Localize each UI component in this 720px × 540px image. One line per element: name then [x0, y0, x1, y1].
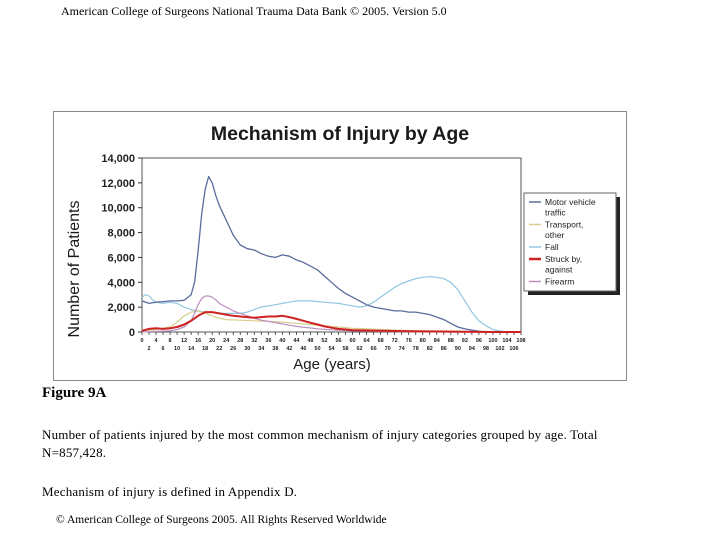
- x-tick-label: 100: [488, 338, 497, 344]
- x-tick-label: 66: [371, 346, 377, 352]
- legend-entry-line: Struck by,: [545, 254, 582, 264]
- legend-entry-line: traffic: [545, 208, 566, 218]
- x-tick-label: 70: [385, 346, 391, 352]
- x-tick-label: 88: [448, 338, 454, 344]
- y-tick-label: 10,000: [101, 203, 135, 215]
- y-tick-label: 6,000: [107, 252, 135, 264]
- x-tick-label: 58: [342, 346, 348, 352]
- legend-entry: Firearm: [545, 277, 574, 287]
- legend-entry-line: Motor vehicle: [545, 197, 596, 207]
- x-tick-label: 0: [140, 338, 143, 344]
- legend-entry-line: against: [545, 265, 573, 275]
- x-tick-label: 54: [328, 346, 335, 352]
- legend-entry: Motor vehicle traffic: [545, 197, 596, 218]
- x-tick-label: 90: [455, 346, 461, 352]
- x-tick-label: 44: [293, 338, 300, 344]
- x-tick-label: 24: [223, 338, 230, 344]
- x-tick-label: 28: [237, 338, 243, 344]
- x-tick-label: 16: [195, 338, 201, 344]
- series-line: [141, 311, 521, 333]
- y-tick-label: 0: [129, 327, 135, 339]
- x-tick-label: 46: [300, 346, 306, 352]
- y-axis-label: Number of Patients: [66, 201, 83, 338]
- x-tick-label: 2: [147, 346, 150, 352]
- y-tick-label: 2,000: [107, 302, 135, 314]
- x-tick-label: 32: [251, 338, 257, 344]
- x-tick-label: 62: [357, 346, 363, 352]
- series-line: [141, 276, 522, 333]
- x-tick-label: 68: [378, 338, 384, 344]
- x-tick-label: 96: [476, 338, 482, 344]
- x-tick-label: 84: [434, 338, 441, 344]
- x-tick-label: 10: [174, 346, 180, 352]
- x-tick-label: 52: [321, 338, 327, 344]
- x-tick-label: 60: [349, 338, 355, 344]
- x-tick-label: 106: [509, 346, 518, 352]
- x-tick-label: 76: [406, 338, 412, 344]
- report-header: American College of Surgeons National Tr…: [61, 4, 447, 18]
- x-tick-label: 38: [272, 346, 278, 352]
- x-tick-label: 94: [469, 346, 476, 352]
- x-tick-label: 30: [244, 346, 250, 352]
- chart-title: Mechanism of Injury by Age: [211, 123, 469, 145]
- x-tick-label: 78: [413, 346, 419, 352]
- figure-label: Figure 9A: [42, 385, 107, 401]
- x-tick-label: 48: [307, 338, 313, 344]
- x-tick-label: 82: [427, 346, 433, 352]
- legend-entry-line: other: [545, 230, 565, 240]
- x-tick-label: 102: [495, 346, 504, 352]
- x-tick-label: 8: [169, 338, 172, 344]
- series-line: [141, 175, 521, 333]
- x-tick-label: 14: [188, 346, 195, 352]
- x-tick-label: 34: [258, 346, 265, 352]
- copyright-footer: © American College of Surgeons 2005. All…: [56, 514, 387, 526]
- x-tick-label: 4: [155, 338, 159, 344]
- chart-panel: Mechanism of Injury by Age Number of Pat…: [53, 111, 627, 381]
- x-tick-label: 80: [420, 338, 426, 344]
- x-tick-label: 56: [335, 338, 341, 344]
- x-tick-label: 40: [279, 338, 285, 344]
- x-tick-label: 36: [265, 338, 271, 344]
- legend-entry-line: Firearm: [545, 277, 574, 287]
- legend-entry: Transport, other: [545, 220, 583, 241]
- y-tick-label: 12,000: [101, 178, 135, 190]
- legend-entry-line: Transport,: [545, 220, 583, 230]
- x-tick-label: 108: [516, 338, 525, 344]
- caption-paragraph: Number of patients injured by the most c…: [42, 427, 598, 460]
- legend-box: [523, 192, 617, 292]
- x-tick-label: 12: [181, 338, 187, 344]
- x-tick-label: 6: [162, 346, 165, 352]
- y-tick-label: 4,000: [107, 277, 135, 289]
- y-tick-label: 8,000: [107, 228, 135, 240]
- x-tick-label: 92: [462, 338, 468, 344]
- legend-entry-line: Fall: [545, 242, 559, 252]
- x-tick-label: 72: [392, 338, 398, 344]
- x-tick-label: 20: [209, 338, 215, 344]
- x-tick-label: 104: [502, 338, 512, 344]
- y-tick-label: 14,000: [101, 153, 135, 165]
- x-axis-label: Age (years): [293, 356, 371, 373]
- legend-entry: Struck by, against: [545, 254, 582, 275]
- x-tick-label: 74: [399, 346, 406, 352]
- x-tick-label: 42: [286, 346, 292, 352]
- x-tick-label: 22: [216, 346, 222, 352]
- x-tick-label: 18: [202, 346, 208, 352]
- x-tick-label: 50: [314, 346, 320, 352]
- mechanism-by-age-chart: Mechanism of Injury by Age Number of Pat…: [66, 123, 620, 373]
- caption-paragraph: Mechanism of injury is defined in Append…: [42, 484, 298, 499]
- plot-area: 0 2,000 4,000 6,000 8,000 10,000 12,000 14,000 0…: [101, 153, 525, 352]
- x-tick-label: 86: [441, 346, 447, 352]
- figure-caption: Number of patients injured by the most c…: [42, 426, 602, 501]
- legend-entry: Fall: [545, 242, 559, 252]
- x-tick-label: 98: [483, 346, 489, 352]
- x-tick-label: 26: [230, 346, 236, 352]
- x-tick-label: 64: [364, 338, 371, 344]
